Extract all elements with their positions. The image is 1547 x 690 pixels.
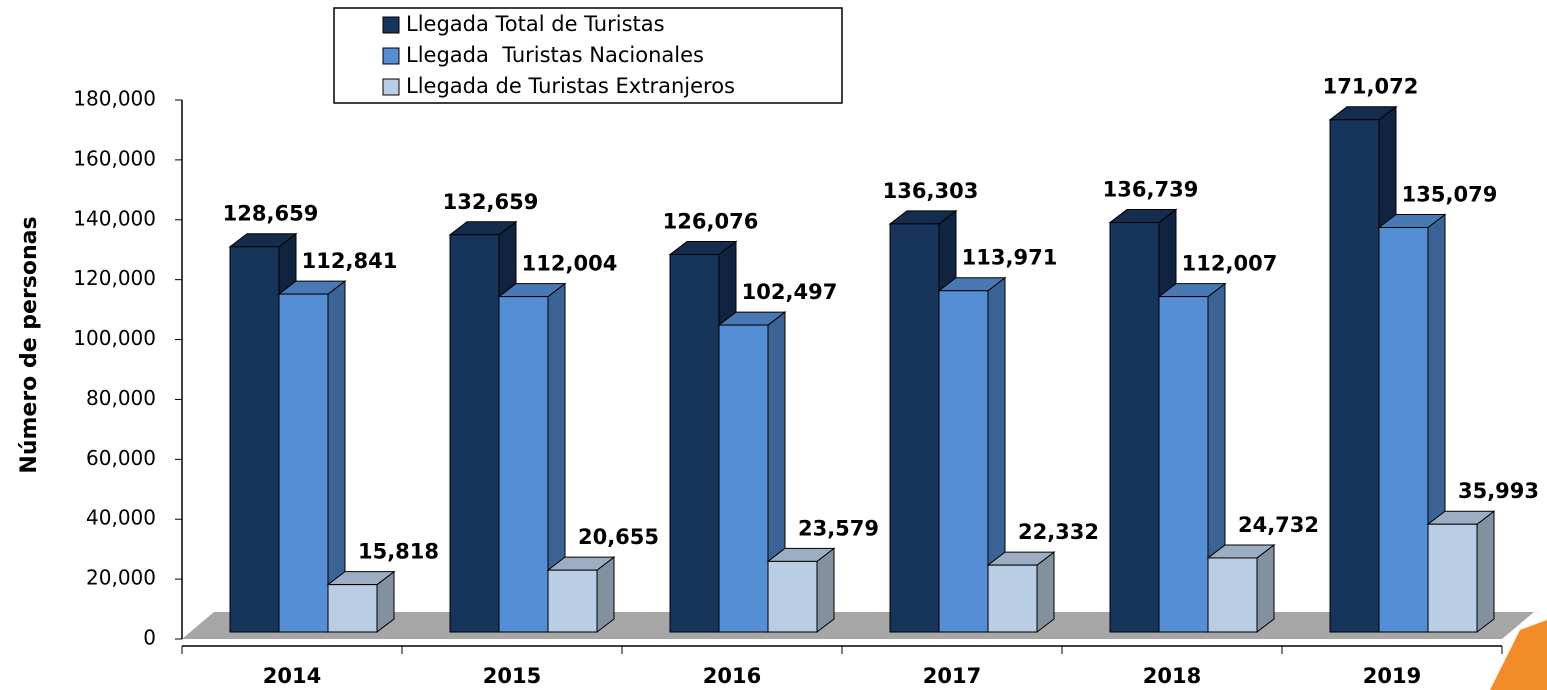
x-tick-label: 2015 <box>483 664 541 688</box>
bar-front <box>229 246 280 633</box>
data-label: 24,732 <box>1238 513 1319 537</box>
x-tick-label: 2016 <box>703 664 761 688</box>
y-tick-label: 60,000 <box>86 446 156 470</box>
data-label: 136,739 <box>1103 178 1199 202</box>
data-label: 171,072 <box>1323 75 1419 99</box>
bar-side <box>1036 551 1055 634</box>
bar <box>986 551 1056 634</box>
bar-front <box>547 569 598 633</box>
data-label: 132,659 <box>443 190 539 214</box>
y-axis-title: Número de personas <box>17 216 42 473</box>
y-tick-label: 100,000 <box>73 326 156 350</box>
bar-front <box>767 560 818 633</box>
bar-front <box>987 564 1038 633</box>
data-label: 20,655 <box>578 525 659 549</box>
data-label: 136,303 <box>883 179 979 203</box>
bar-side <box>1476 510 1495 634</box>
y-tick-label: 160,000 <box>73 146 156 170</box>
data-label: 22,332 <box>1018 520 1099 544</box>
y-tick-label: 120,000 <box>73 266 156 290</box>
bar-front <box>1329 119 1380 633</box>
x-tick-label: 2014 <box>263 664 321 688</box>
bar <box>1206 543 1276 634</box>
bar-front <box>498 296 549 633</box>
bar-front <box>1158 296 1209 633</box>
bar-front <box>938 290 989 633</box>
data-label: 113,971 <box>962 246 1058 270</box>
y-tick-label: 80,000 <box>86 386 156 410</box>
data-label: 15,818 <box>358 540 439 564</box>
bar-front <box>718 324 769 633</box>
y-tick-label: 20,000 <box>86 566 156 590</box>
y-tick-label: 0 <box>143 626 156 650</box>
bar-front <box>1378 227 1429 633</box>
bar-front <box>1207 557 1258 633</box>
legend-label: Llegada Turistas Nacionales <box>406 43 704 67</box>
data-label: 112,007 <box>1182 252 1278 276</box>
data-label: 102,497 <box>742 280 838 304</box>
decoration <box>1490 620 1547 690</box>
legend-swatch <box>382 78 400 96</box>
bar <box>1157 282 1227 634</box>
bar-front <box>278 293 329 633</box>
data-label: 112,004 <box>522 252 618 276</box>
x-tick-label: 2017 <box>923 664 981 688</box>
data-label: 112,841 <box>302 249 398 273</box>
bar-front <box>327 584 378 633</box>
data-label: 135,079 <box>1402 183 1498 207</box>
bar <box>717 311 787 634</box>
bar-front <box>889 223 940 633</box>
bar-front <box>669 253 720 633</box>
legend-label: Llegada de Turistas Extranjeros <box>406 74 735 98</box>
x-tick-label: 2019 <box>1363 664 1421 688</box>
bar <box>326 570 396 634</box>
bar <box>497 282 567 634</box>
legend-swatch <box>382 16 400 34</box>
bar <box>546 556 616 634</box>
bar-side <box>816 547 835 634</box>
legend-label: Llegada Total de Turistas <box>406 12 665 36</box>
data-label: 128,659 <box>223 202 319 226</box>
bar <box>277 280 347 634</box>
bar-front <box>1427 523 1478 633</box>
y-tick-label: 180,000 <box>73 87 156 111</box>
bar-front <box>1109 222 1160 633</box>
bar <box>937 276 1007 634</box>
bar-side <box>1256 543 1275 634</box>
data-label: 35,993 <box>1458 479 1539 503</box>
data-label: 126,076 <box>663 209 759 233</box>
y-tick-label: 140,000 <box>73 206 156 230</box>
data-label: 23,579 <box>798 516 879 540</box>
bar-front <box>449 234 500 633</box>
x-tick-label: 2018 <box>1143 664 1201 688</box>
bar <box>1426 510 1496 634</box>
legend-box <box>333 7 843 104</box>
legend-swatch <box>382 47 400 65</box>
y-tick-label: 40,000 <box>86 506 156 530</box>
bar <box>766 547 836 634</box>
